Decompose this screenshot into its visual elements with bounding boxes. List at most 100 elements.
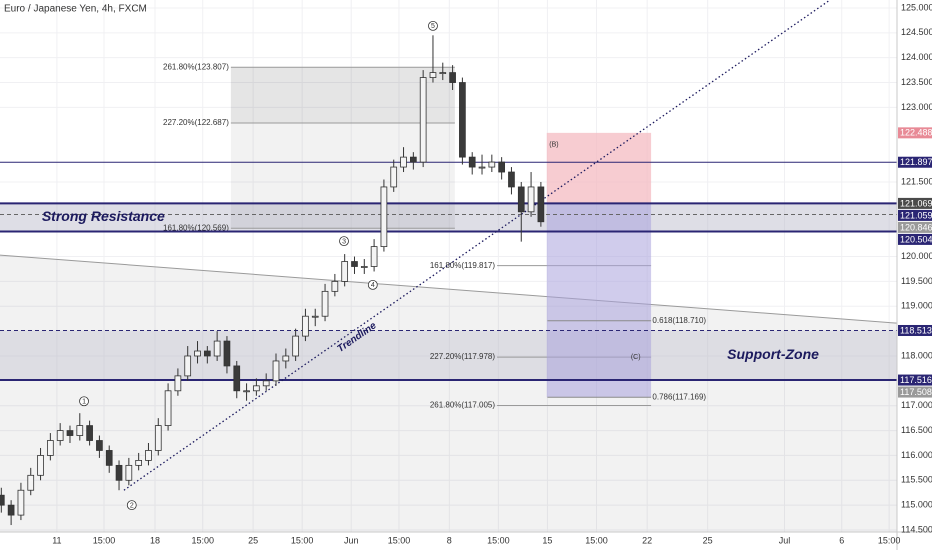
- candle-body: [439, 72, 447, 74]
- candle-body: [302, 315, 309, 337]
- candle-body: [184, 355, 192, 377]
- price-label-bg: [898, 209, 932, 221]
- fib-label: 161.80%(120.569): [163, 223, 229, 232]
- x-tick-label: 11: [52, 535, 61, 545]
- chart-title: Euro / Japanese Yen, 4h, FXCM: [4, 4, 147, 15]
- x-tick-label: 8: [447, 535, 452, 545]
- price-label: 121.059: [900, 210, 932, 220]
- candle-body: [253, 385, 260, 392]
- candle-body: [517, 186, 525, 213]
- target-box: [546, 203, 652, 398]
- candle-body: [145, 450, 152, 461]
- candle-body: [311, 315, 319, 318]
- candle-body: [272, 360, 280, 382]
- trendline: [123, 0, 831, 491]
- retracement-label: 0.618(118.710): [652, 316, 706, 325]
- candle-body: [223, 340, 231, 367]
- x-tick-label: 15:00: [487, 535, 510, 545]
- zone: [0, 203, 897, 232]
- candle-body: [154, 425, 162, 451]
- stop-box: [546, 132, 652, 204]
- candle-body: [429, 72, 437, 78]
- wave-circle: [339, 236, 349, 247]
- wave-circle: [126, 500, 137, 511]
- x-tick-label: 15:00: [878, 535, 901, 545]
- candle-body: [498, 161, 505, 173]
- retracement-label: 0.786(117.169): [652, 392, 706, 401]
- y-tick-label: 116.500: [901, 425, 932, 435]
- x-tick-label: 15:00: [291, 535, 314, 545]
- fib-label: 261.80%(117.005): [430, 401, 496, 410]
- candle-body: [262, 380, 270, 387]
- candle-body: [341, 261, 349, 282]
- candle-body: [321, 290, 329, 317]
- channel-line: [0, 254, 898, 324]
- y-tick-label: 124.500: [901, 27, 932, 37]
- price-label-bg: [898, 386, 932, 398]
- price-label-bg: [898, 127, 932, 139]
- y-tick-label: 123.500: [901, 77, 932, 87]
- candle-body: [508, 171, 515, 188]
- candle-body: [56, 430, 64, 441]
- x-tick-label: 15:00: [191, 535, 214, 545]
- point-label: (C): [631, 354, 641, 361]
- wave-circle: [367, 279, 378, 290]
- y-tick-label: 118.000: [901, 350, 932, 360]
- price-label: 121.069: [900, 198, 932, 208]
- candle-body: [66, 430, 74, 436]
- candle-body: [468, 156, 476, 168]
- price-label: 121.897: [900, 157, 932, 167]
- candle-body: [174, 375, 182, 392]
- wave-circle: [79, 396, 89, 407]
- price-label: 118.513: [900, 325, 932, 335]
- y-tick-label: 124.000: [901, 52, 932, 62]
- plot-area: 261.80%(123.807) 227.20%(122.687) 161.80%(…: [0, 0, 898, 532]
- price-label-bg: [898, 374, 932, 386]
- candle-body: [282, 355, 290, 362]
- x-tick-label: 18: [150, 535, 160, 545]
- wave-label: 1: [82, 399, 86, 406]
- price-label-bg: [898, 324, 932, 336]
- fib-label: 227.20%(122.687): [163, 118, 229, 127]
- y-tick-label: 116.000: [901, 450, 932, 460]
- candle-body: [488, 161, 496, 168]
- candle-body: [86, 425, 93, 441]
- candle-body: [135, 460, 142, 466]
- channel-shade: [0, 255, 897, 532]
- wave-label: 2: [130, 502, 134, 509]
- candle-body: [47, 440, 54, 456]
- x-tick-label: 22: [642, 535, 652, 545]
- price-label-bg: [898, 233, 932, 245]
- price-label: 120.504: [900, 234, 932, 244]
- candle-body: [370, 246, 378, 267]
- y-tick-label: 114.500: [901, 524, 932, 534]
- candle-body: [7, 504, 15, 516]
- y-tick-label: 120.000: [901, 251, 932, 261]
- candle-body: [164, 390, 172, 427]
- candle-body: [537, 186, 545, 223]
- candle-body: [125, 464, 133, 481]
- price-label-bg: [898, 156, 932, 168]
- candle-body: [213, 340, 221, 357]
- wave-label: 4: [371, 282, 375, 289]
- price-label-bg: [898, 221, 932, 233]
- candle-body: [419, 77, 427, 163]
- y-tick-label: 123.000: [901, 102, 932, 112]
- x-tick-label: Jun: [344, 535, 359, 545]
- x-tick-label: 25: [703, 535, 713, 545]
- price-label: 117.508: [900, 387, 932, 397]
- x-tick-label: 25: [248, 535, 258, 545]
- x-tick-label: 15:00: [585, 535, 608, 545]
- candle-body: [360, 266, 368, 268]
- y-tick-label: 119.500: [901, 276, 932, 286]
- y-tick-label: 125.000: [901, 2, 932, 12]
- wave-label: 3: [342, 238, 346, 245]
- candle-body: [390, 166, 398, 188]
- price-label-bg: [898, 197, 932, 209]
- y-tick-label: 115.000: [901, 500, 932, 510]
- x-tick-label: 15:00: [93, 535, 116, 545]
- y-tick-label: 121.500: [901, 176, 932, 186]
- candle-body: [0, 494, 5, 506]
- candle-body: [203, 350, 211, 357]
